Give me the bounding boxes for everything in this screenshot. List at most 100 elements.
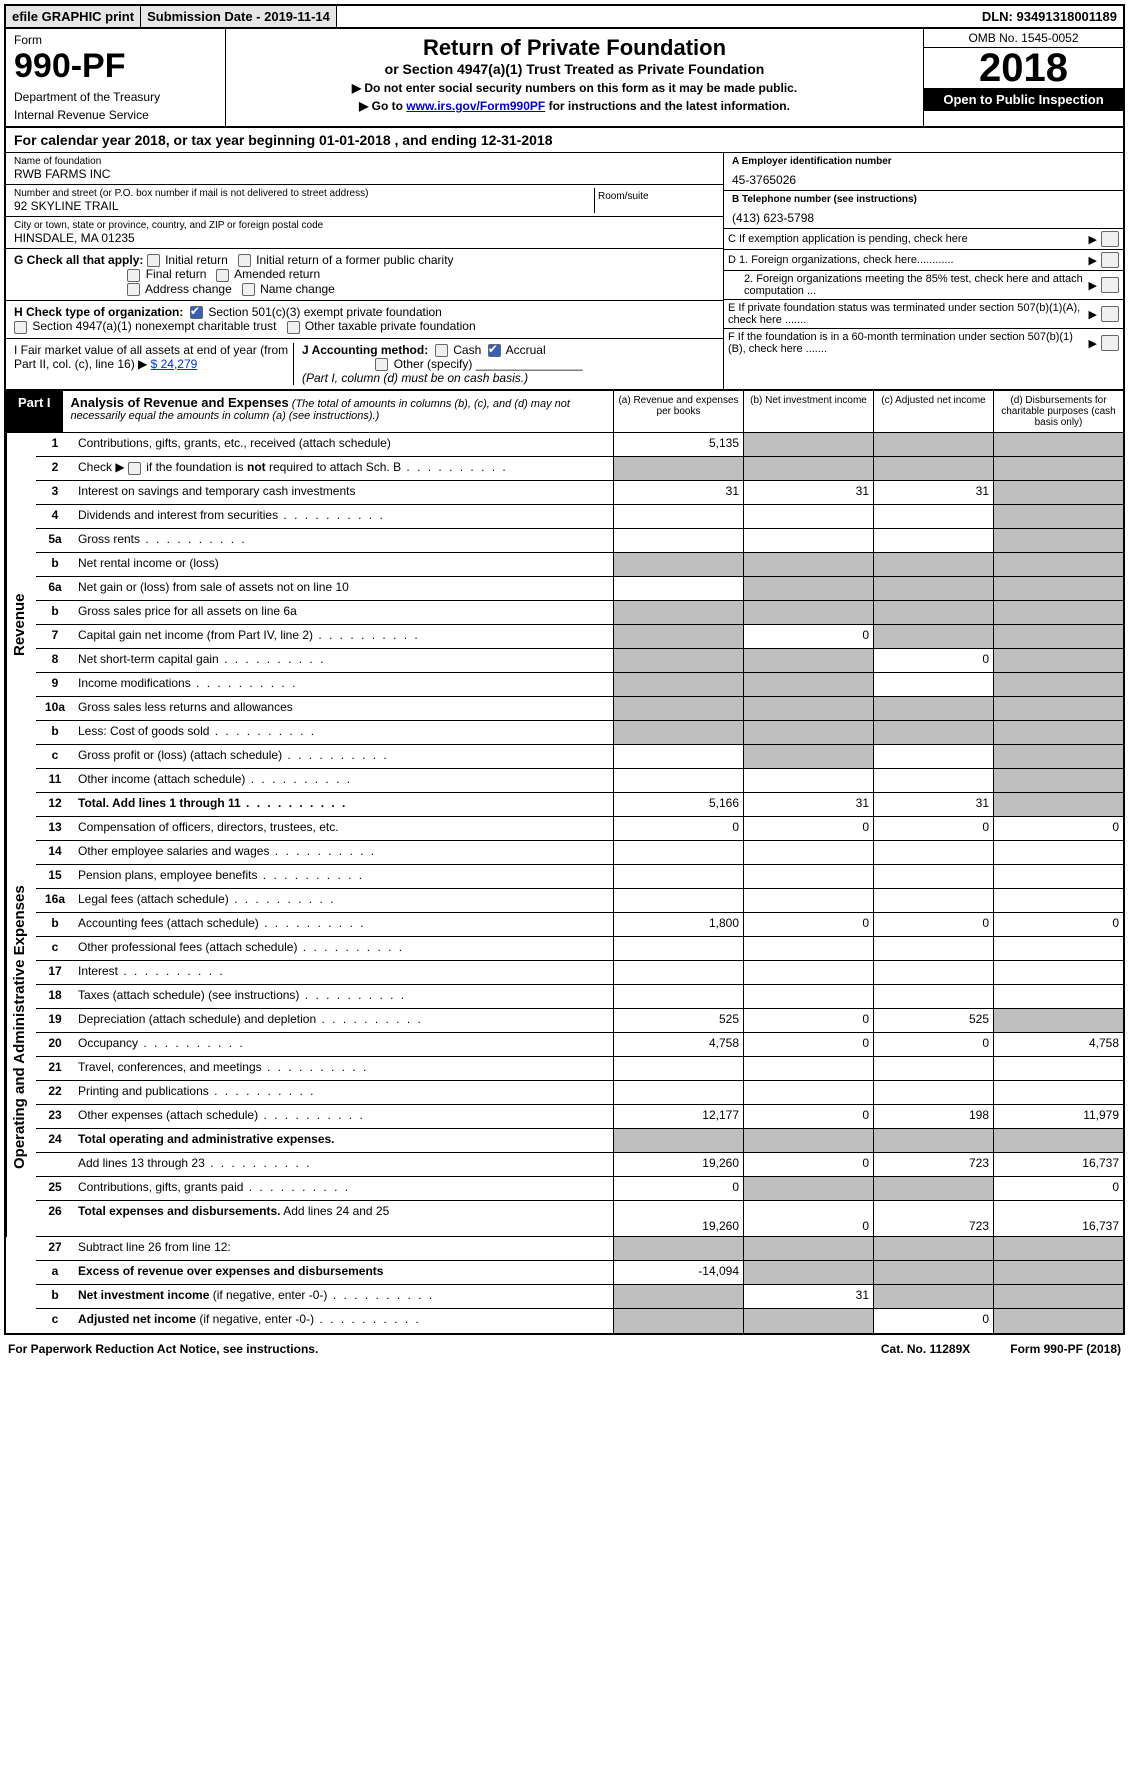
line-27a: aExcess of revenue over expenses and dis… bbox=[36, 1261, 1123, 1285]
expenses-label: Operating and Administrative Expenses bbox=[6, 817, 36, 1237]
line-8: 8Net short-term capital gain0 bbox=[36, 649, 1123, 673]
form-label: Form bbox=[14, 33, 217, 47]
line-20: 20Occupancy4,758004,758 bbox=[36, 1033, 1123, 1057]
phone-row: B Telephone number (see instructions) (4… bbox=[724, 191, 1123, 229]
line-24: 24Total operating and administrative exp… bbox=[36, 1129, 1123, 1153]
line-19: 19Depreciation (attach schedule) and dep… bbox=[36, 1009, 1123, 1033]
arrow-icon: ▶ bbox=[1089, 279, 1097, 292]
line-14: 14Other employee salaries and wages bbox=[36, 841, 1123, 865]
line-25: 25Contributions, gifts, grants paid00 bbox=[36, 1177, 1123, 1201]
line-12: 12Total. Add lines 1 through 115,1663131 bbox=[36, 793, 1123, 817]
expenses-section: Operating and Administrative Expenses 13… bbox=[6, 817, 1123, 1237]
arrow-icon: ▶ bbox=[1089, 337, 1097, 350]
expenses-rows: 13Compensation of officers, directors, t… bbox=[36, 817, 1123, 1237]
line-26: 26Total expenses and disbursements. Add … bbox=[36, 1201, 1123, 1237]
chk-cash[interactable] bbox=[435, 344, 448, 357]
chk-4947[interactable] bbox=[14, 321, 27, 334]
entity-right: A Employer identification number 45-3765… bbox=[723, 153, 1123, 389]
line-23: 23Other expenses (attach schedule)12,177… bbox=[36, 1105, 1123, 1129]
section-g: G Check all that apply: Initial return I… bbox=[6, 249, 723, 301]
line-16c: cOther professional fees (attach schedul… bbox=[36, 937, 1123, 961]
form-container: efile GRAPHIC print Submission Date - 20… bbox=[4, 4, 1125, 1335]
revenue-label: Revenue bbox=[6, 433, 36, 817]
arrow-icon: ▶ bbox=[1089, 308, 1097, 321]
line-18: 18Taxes (attach schedule) (see instructi… bbox=[36, 985, 1123, 1009]
line-22: 22Printing and publications bbox=[36, 1081, 1123, 1105]
section-i: I Fair market value of all assets at end… bbox=[14, 343, 294, 386]
chk-d2[interactable] bbox=[1101, 277, 1119, 293]
ssn-warning: ▶ Do not enter social security numbers o… bbox=[232, 81, 917, 95]
line-13: 13Compensation of officers, directors, t… bbox=[36, 817, 1123, 841]
chk-address[interactable] bbox=[127, 283, 140, 296]
irs-link[interactable]: www.irs.gov/Form990PF bbox=[406, 99, 545, 113]
section-h: H Check type of organization: Section 50… bbox=[6, 301, 723, 339]
line-2: 2Check ▶ if the foundation is not requir… bbox=[36, 457, 1123, 481]
line-1: 1Contributions, gifts, grants, etc., rec… bbox=[36, 433, 1123, 457]
chk-initial-former[interactable] bbox=[238, 254, 251, 267]
part1-desc: Analysis of Revenue and Expenses (The to… bbox=[63, 391, 613, 432]
chk-501c3[interactable] bbox=[190, 306, 203, 319]
chk-amended[interactable] bbox=[216, 269, 229, 282]
line-16a: 16aLegal fees (attach schedule) bbox=[36, 889, 1123, 913]
chk-schb[interactable] bbox=[128, 462, 141, 475]
entity-info: Name of foundation RWB FARMS INC Number … bbox=[6, 153, 1123, 391]
item-f: F If the foundation is in a 60-month ter… bbox=[724, 329, 1123, 357]
revenue-rows: 1Contributions, gifts, grants, etc., rec… bbox=[36, 433, 1123, 817]
dept-treasury: Department of the Treasury bbox=[14, 90, 217, 104]
line-10b: bLess: Cost of goods sold bbox=[36, 721, 1123, 745]
chk-other-taxable[interactable] bbox=[287, 321, 300, 334]
header-right: OMB No. 1545-0052 2018 Open to Public In… bbox=[923, 29, 1123, 126]
catalog-number: Cat. No. 11289X bbox=[881, 1342, 970, 1356]
street-address: Number and street (or P.O. box number if… bbox=[14, 188, 595, 213]
item-e: E If private foundation status was termi… bbox=[724, 300, 1123, 329]
arrow-icon: ▶ bbox=[1089, 233, 1097, 246]
chk-final[interactable] bbox=[127, 269, 140, 282]
line-6a: 6aNet gain or (loss) from sale of assets… bbox=[36, 577, 1123, 601]
chk-e[interactable] bbox=[1101, 306, 1119, 322]
col-d: (d) Disbursements for charitable purpose… bbox=[993, 391, 1123, 432]
dept-irs: Internal Revenue Service bbox=[14, 108, 217, 122]
revenue-section: Revenue 1Contributions, gifts, grants, e… bbox=[6, 433, 1123, 817]
chk-accrual[interactable] bbox=[488, 344, 501, 357]
line-27: 27Subtract line 26 from line 12: bbox=[36, 1237, 1123, 1261]
goto-link: ▶ Go to www.irs.gov/Form990PF for instru… bbox=[232, 99, 917, 113]
fmv-link[interactable]: $ 24,279 bbox=[151, 357, 198, 371]
ein-row: A Employer identification number 45-3765… bbox=[724, 153, 1123, 191]
part1-label: Part I bbox=[6, 391, 63, 432]
section-j: J Accounting method: Cash Accrual Other … bbox=[294, 343, 715, 386]
line-10c: cGross profit or (loss) (attach schedule… bbox=[36, 745, 1123, 769]
line-4: 4Dividends and interest from securities bbox=[36, 505, 1123, 529]
line-16b: bAccounting fees (attach schedule)1,8000… bbox=[36, 913, 1123, 937]
net-rows: 27Subtract line 26 from line 12: aExcess… bbox=[36, 1237, 1123, 1333]
chk-name[interactable] bbox=[242, 283, 255, 296]
room-suite: Room/suite bbox=[595, 188, 715, 213]
line-17: 17Interest bbox=[36, 961, 1123, 985]
chk-d1[interactable] bbox=[1101, 252, 1119, 268]
tax-year: 2018 bbox=[924, 48, 1123, 88]
form-subtitle: or Section 4947(a)(1) Trust Treated as P… bbox=[232, 61, 917, 77]
line-5a: 5aGross rents bbox=[36, 529, 1123, 553]
foundation-name: Name of foundation RWB FARMS INC bbox=[6, 153, 723, 185]
chk-other-method[interactable] bbox=[375, 358, 388, 371]
line-27b: bNet investment income (if negative, ent… bbox=[36, 1285, 1123, 1309]
line-3: 3Interest on savings and temporary cash … bbox=[36, 481, 1123, 505]
submission-date: Submission Date - 2019-11-14 bbox=[141, 6, 337, 27]
chk-c[interactable] bbox=[1101, 231, 1119, 247]
calendar-year: For calendar year 2018, or tax year begi… bbox=[6, 128, 1123, 153]
chk-initial[interactable] bbox=[147, 254, 160, 267]
line-27c: cAdjusted net income (if negative, enter… bbox=[36, 1309, 1123, 1333]
col-a: (a) Revenue and expenses per books bbox=[613, 391, 743, 432]
line-7: 7Capital gain net income (from Part IV, … bbox=[36, 625, 1123, 649]
section-ij: I Fair market value of all assets at end… bbox=[6, 339, 723, 390]
public-inspection: Open to Public Inspection bbox=[924, 88, 1123, 111]
line-10a: 10aGross sales less returns and allowanc… bbox=[36, 697, 1123, 721]
line-11: 11Other income (attach schedule) bbox=[36, 769, 1123, 793]
line-9: 9Income modifications bbox=[36, 673, 1123, 697]
entity-left: Name of foundation RWB FARMS INC Number … bbox=[6, 153, 723, 389]
dln: DLN: 93491318001189 bbox=[976, 6, 1123, 27]
top-bar: efile GRAPHIC print Submission Date - 20… bbox=[6, 6, 1123, 29]
paperwork-notice: For Paperwork Reduction Act Notice, see … bbox=[8, 1342, 881, 1356]
chk-f[interactable] bbox=[1101, 335, 1119, 351]
form-ref: Form 990-PF (2018) bbox=[1010, 1342, 1121, 1356]
column-headers: (a) Revenue and expenses per books (b) N… bbox=[613, 391, 1123, 432]
